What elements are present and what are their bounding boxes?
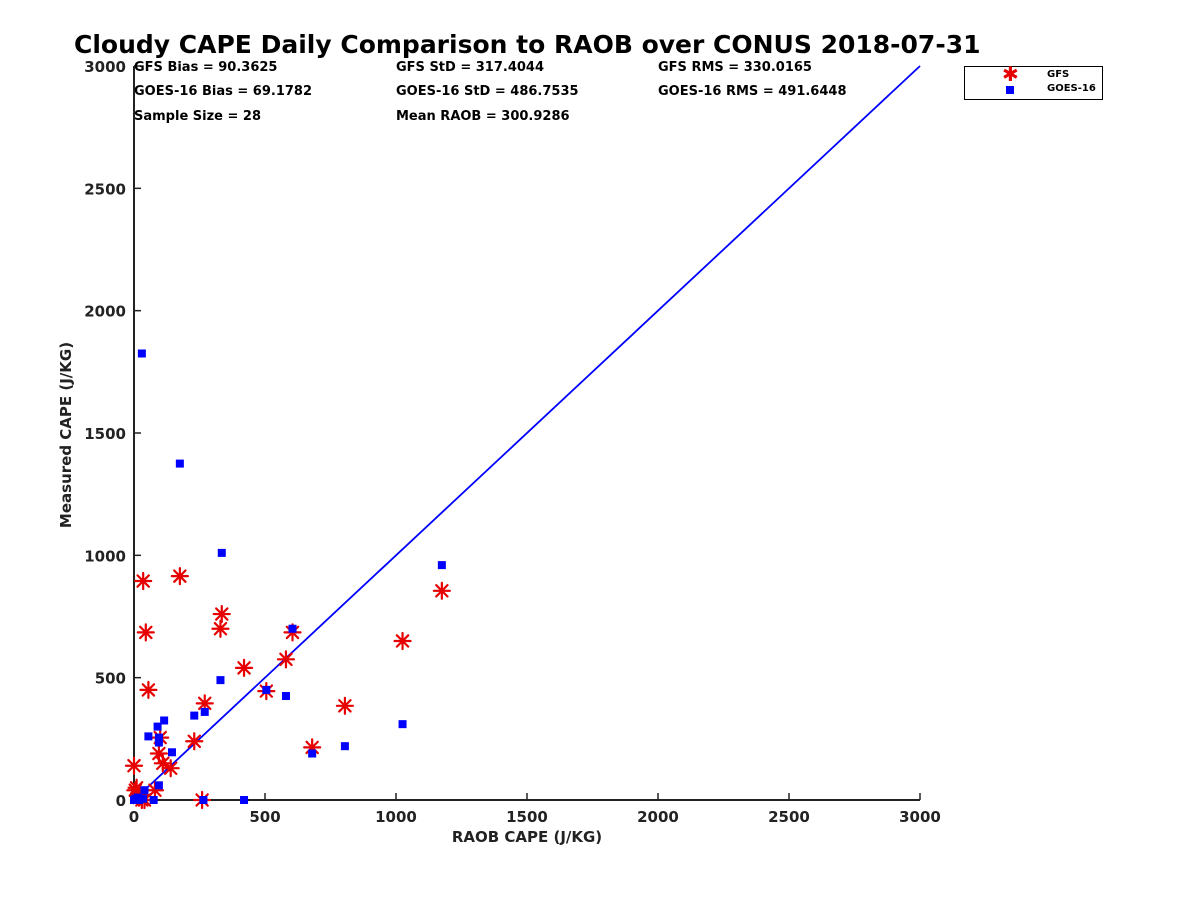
- y-tick-label: 3000: [84, 58, 126, 76]
- data-point-square: [144, 732, 153, 741]
- data-point-square: [240, 796, 249, 804]
- data-point-star: [432, 581, 451, 600]
- data-point-star: [211, 619, 230, 638]
- stat-gfs-bias: GFS Bias = 90.3625: [134, 60, 278, 75]
- data-point-square: [340, 742, 349, 751]
- data-point-square: [137, 349, 146, 358]
- data-point-square: [217, 548, 226, 557]
- stat-goes16-rms: GOES-16 RMS = 491.6448: [658, 84, 847, 99]
- one-to-one-line: [133, 65, 921, 801]
- data-point-square: [140, 786, 149, 795]
- data-point-square: [160, 716, 169, 725]
- data-point-square: [437, 561, 446, 570]
- x-tick-label: 0: [129, 808, 139, 826]
- stat-goes16-std: GOES-16 StD = 486.7535: [396, 84, 579, 99]
- stat-goes16-bias: GOES-16 Bias = 69.1782: [134, 84, 313, 99]
- x-tick-label: 2500: [768, 808, 810, 826]
- data-point-square: [190, 711, 199, 720]
- data-point-star: [276, 650, 296, 669]
- x-tick-label: 1500: [506, 808, 548, 826]
- x-tick-label: 1000: [375, 808, 417, 826]
- stat-sample-size: Sample Size = 28: [134, 109, 262, 124]
- data-point-star: [124, 756, 144, 775]
- data-point-square: [175, 459, 184, 468]
- legend: ✱ GFS GOES-16: [964, 64, 1103, 100]
- data-point-star: [136, 623, 155, 642]
- data-point-star: [161, 759, 180, 778]
- stat-gfs-rms: GFS RMS = 330.0165: [658, 60, 812, 75]
- data-point-square: [200, 707, 209, 716]
- data-point-square: [149, 796, 158, 804]
- data-point-square: [199, 796, 208, 804]
- y-tick-label: 1000: [84, 547, 126, 565]
- data-point-star: [170, 567, 189, 586]
- data-point-star: [153, 754, 172, 773]
- x-tick-label: 3000: [899, 808, 941, 826]
- x-axis-label: RAOB CAPE (J/KG): [452, 828, 602, 846]
- data-point-square: [167, 748, 176, 757]
- data-point-square: [398, 720, 407, 729]
- y-tick-label: 500: [95, 670, 126, 688]
- data-point-star: [335, 696, 355, 715]
- data-points: [124, 349, 451, 810]
- data-point-square: [154, 733, 163, 742]
- stat-gfs-std: GFS StD = 317.4044: [396, 60, 545, 75]
- data-point-square: [262, 685, 271, 694]
- x-tick-label: 2000: [637, 808, 679, 826]
- axes: 0 500 1000 1500 2000 2500 3000 0 500 1000 1500 2000…: [57, 58, 941, 846]
- legend-label-gfs: GFS: [1047, 69, 1070, 80]
- y-tick-label: 0: [116, 792, 126, 810]
- series-gfs: [124, 567, 451, 810]
- series-goes-16: [130, 349, 446, 804]
- data-point-square: [308, 749, 317, 758]
- y-tick-label: 2000: [84, 303, 126, 321]
- data-point-star: [234, 658, 254, 677]
- data-point-star: [134, 571, 153, 591]
- data-point-star: [185, 732, 204, 751]
- reference-line-layer: [133, 65, 921, 801]
- data-point-square: [288, 624, 297, 633]
- data-point-square: [154, 738, 163, 747]
- stat-mean-raob: Mean RAOB = 300.9286: [396, 109, 570, 124]
- y-tick-label: 2500: [84, 180, 126, 198]
- data-point-star: [393, 631, 412, 651]
- y-tick-label: 1500: [84, 425, 126, 443]
- data-point-square: [154, 781, 163, 790]
- data-point-square: [139, 794, 148, 803]
- data-point-star: [139, 680, 158, 700]
- y-axis-label: Measured CAPE (J/KG): [57, 342, 75, 528]
- data-point-square: [281, 692, 290, 701]
- legend-entry-goes16: GOES-16: [965, 83, 1102, 97]
- data-point-square: [216, 676, 225, 685]
- star-marker-icon: ✱: [1002, 62, 1019, 86]
- legend-entry-gfs: ✱ GFS: [965, 64, 1102, 84]
- chart-title: Cloudy CAPE Daily Comparison to RAOB ove…: [74, 30, 981, 59]
- x-tick-label: 500: [249, 808, 280, 826]
- data-point-square: [153, 722, 162, 731]
- legend-label-goes16: GOES-16: [1047, 83, 1096, 94]
- data-point-star: [212, 604, 231, 624]
- square-marker-icon: [1006, 86, 1014, 94]
